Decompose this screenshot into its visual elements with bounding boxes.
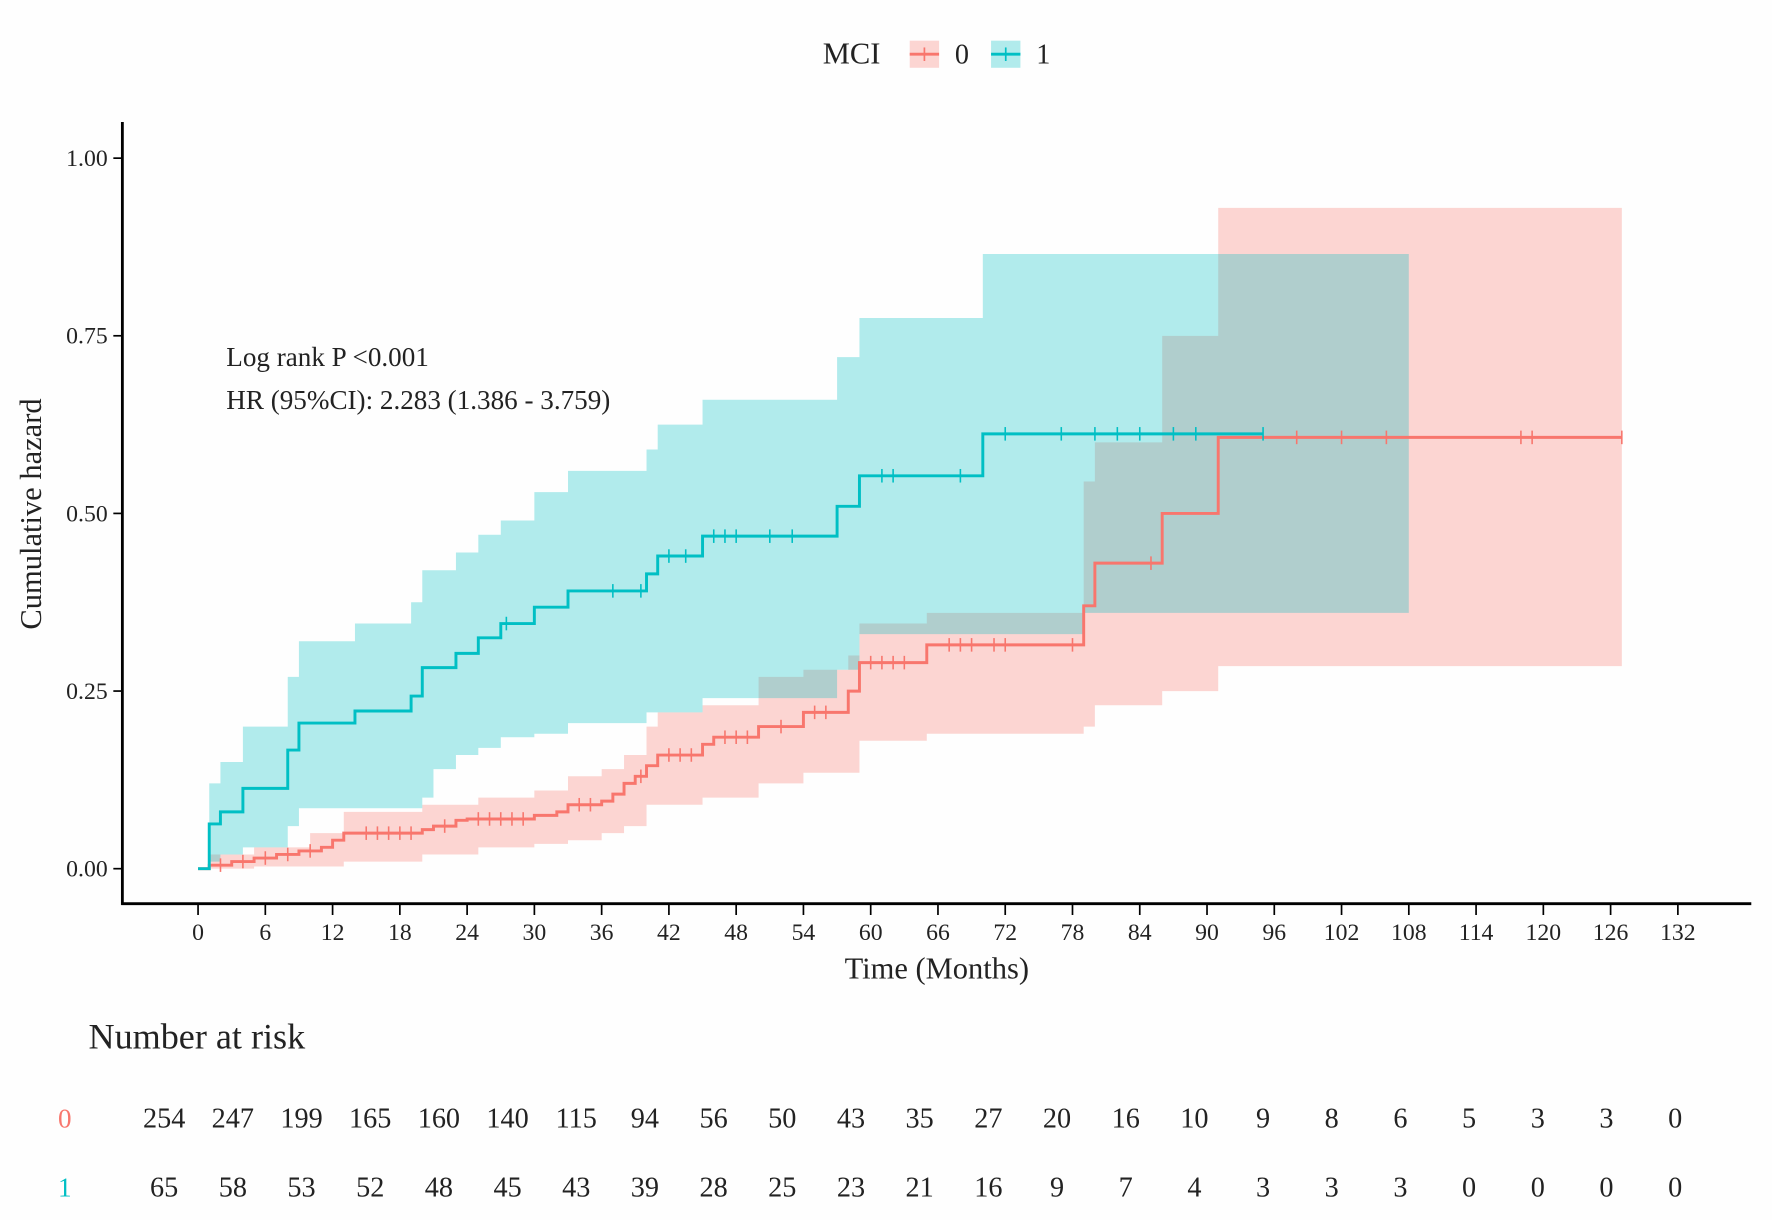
x-tick-label: 66 — [926, 920, 950, 946]
risk-count: 115 — [556, 1103, 597, 1134]
risk-count: 0 — [1599, 1172, 1613, 1203]
x-ticks: 0 6 12 18 24 30 36 42 48 54 60 66 72 78 84 90 96 102 108 11… — [192, 904, 1696, 946]
risk-count: 16 — [1112, 1103, 1140, 1134]
risk-count: 4 — [1187, 1172, 1201, 1203]
risk-count: 140 — [486, 1103, 528, 1134]
x-tick-label: 132 — [1660, 920, 1696, 946]
x-tick-label: 78 — [1061, 920, 1085, 946]
risk-count: 53 — [287, 1172, 315, 1203]
risk-count: 165 — [349, 1103, 391, 1134]
risk-count: 0 — [1531, 1172, 1545, 1203]
legend-title: MCI — [823, 36, 881, 70]
x-tick-label: 102 — [1324, 920, 1360, 946]
x-tick-label: 24 — [455, 920, 479, 946]
risk-count: 254 — [143, 1103, 185, 1134]
risk-count: 9 — [1256, 1103, 1270, 1134]
risk-count: 199 — [280, 1103, 322, 1134]
risk-count: 94 — [631, 1103, 659, 1134]
confidence-bands — [198, 207, 1622, 869]
risk-count: 0 — [1462, 1172, 1476, 1203]
risk-count: 9 — [1050, 1172, 1064, 1203]
x-axis-label: Time (Months) — [845, 951, 1029, 985]
risk-count: 48 — [425, 1172, 453, 1203]
risk-count: 0 — [1668, 1103, 1682, 1134]
risk-group-label-0: 0 — [58, 1103, 72, 1133]
y-tick-label: 0.25 — [66, 679, 108, 705]
risk-count: 65 — [150, 1172, 178, 1203]
hazard-curves — [198, 427, 1623, 872]
risk-count: 43 — [837, 1103, 865, 1134]
x-tick-label: 42 — [657, 920, 681, 946]
risk-count: 50 — [768, 1103, 796, 1134]
x-tick-label: 108 — [1391, 920, 1427, 946]
legend-label-0: 0 — [955, 39, 969, 70]
ci-band-mci-0 — [198, 207, 1622, 869]
x-tick-label: 12 — [321, 920, 345, 946]
risk-count: 3 — [1393, 1172, 1407, 1203]
risk-count: 43 — [562, 1172, 590, 1203]
y-ticks: 0.00 0.25 0.50 0.75 1.00 — [66, 146, 123, 883]
risk-count: 3 — [1531, 1103, 1545, 1134]
risk-table: 0 254 247 199 165 160 140 115 94 56 50 43 35 27 20 16 10… — [58, 1103, 1682, 1203]
risk-count: 21 — [906, 1172, 934, 1203]
risk-count: 23 — [837, 1172, 865, 1203]
x-tick-label: 84 — [1128, 920, 1152, 946]
x-tick-label: 114 — [1459, 920, 1494, 946]
x-tick-label: 18 — [388, 920, 412, 946]
risk-count: 0 — [1668, 1172, 1682, 1203]
legend: MCI 0 1 — [823, 36, 1051, 70]
risk-count: 45 — [493, 1172, 521, 1203]
x-tick-label: 96 — [1262, 920, 1286, 946]
risk-count: 58 — [219, 1172, 247, 1203]
risk-count: 27 — [974, 1103, 1002, 1134]
risk-count: 160 — [418, 1103, 460, 1134]
risk-count: 20 — [1043, 1103, 1071, 1134]
risk-count: 6 — [1393, 1103, 1407, 1134]
x-tick-label: 6 — [259, 920, 271, 946]
risk-group-label-1: 1 — [58, 1172, 72, 1202]
y-axis-label: Cumulative hazard — [14, 398, 48, 629]
risk-count: 8 — [1325, 1103, 1339, 1134]
risk-count: 28 — [700, 1172, 728, 1203]
x-tick-label: 126 — [1593, 920, 1629, 946]
y-tick-label: 0.75 — [66, 324, 108, 350]
y-tick-label: 0.00 — [66, 857, 108, 883]
x-tick-label: 60 — [859, 920, 883, 946]
risk-count: 7 — [1119, 1172, 1133, 1203]
risk-count: 3 — [1325, 1172, 1339, 1203]
x-tick-label: 72 — [993, 920, 1017, 946]
risk-count: 3 — [1599, 1103, 1613, 1134]
ci-band-mci-1 — [198, 254, 1409, 869]
legend-label-1: 1 — [1036, 39, 1050, 70]
risk-count: 25 — [768, 1172, 796, 1203]
y-tick-label: 1.00 — [66, 146, 108, 172]
risk-count: 52 — [356, 1172, 384, 1203]
x-tick-label: 90 — [1195, 920, 1219, 946]
x-tick-label: 48 — [724, 920, 748, 946]
logrank-annotation: Log rank P <0.001 — [226, 342, 429, 372]
risk-count: 35 — [906, 1103, 934, 1134]
hr-annotation: HR (95%CI): 2.283 (1.386 - 3.759) — [226, 385, 610, 415]
x-tick-label: 120 — [1526, 920, 1562, 946]
x-tick-label: 30 — [523, 920, 547, 946]
risk-count: 10 — [1180, 1103, 1208, 1134]
y-tick-label: 0.50 — [66, 501, 108, 527]
risk-table-title: Number at risk — [88, 1016, 306, 1056]
risk-count: 3 — [1256, 1172, 1270, 1203]
x-tick-label: 36 — [590, 920, 614, 946]
x-tick-label: 0 — [192, 920, 204, 946]
risk-count: 39 — [631, 1172, 659, 1203]
risk-count: 16 — [974, 1172, 1002, 1203]
risk-count: 247 — [212, 1103, 254, 1134]
risk-count: 5 — [1462, 1103, 1476, 1134]
risk-count: 56 — [700, 1103, 728, 1134]
x-tick-label: 54 — [792, 920, 816, 946]
